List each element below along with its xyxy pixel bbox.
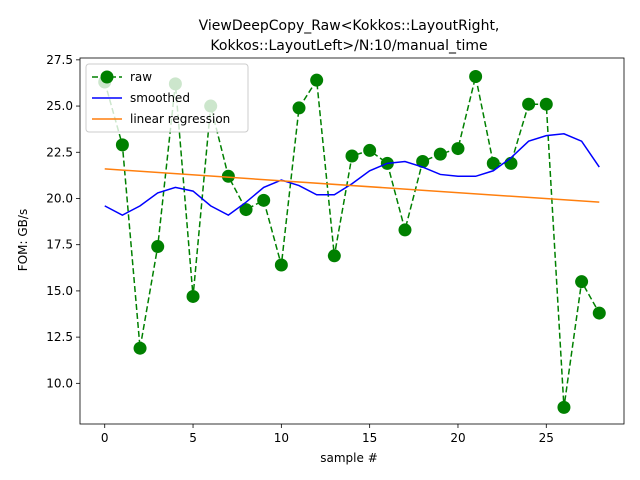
y-axis-label: FOM: GB/s [16,209,30,271]
chart-title-line-1: ViewDeepCopy_Raw<Kokkos::LayoutRight, [199,18,500,34]
data-point-raw-14 [345,149,359,163]
legend-box [85,63,249,133]
x-tick-label: 25 [539,431,554,445]
axes-frame [79,57,625,425]
series-line-smoothed [104,133,600,217]
legend-marker-raw [100,70,114,84]
y-tick-label: 20.0 [46,191,73,205]
y-tick-label: 22.5 [46,145,73,159]
y-tick-label: 27.5 [46,53,73,67]
x-tick-label: 15 [362,431,377,445]
data-point-raw-28 [592,306,606,320]
data-point-raw-3 [151,240,165,254]
data-point-raw-19 [433,147,447,161]
data-point-raw-12 [310,73,324,87]
data-point-raw-2 [133,341,147,355]
data-point-raw-8 [239,203,253,217]
series-line-linear-regression [104,168,600,203]
x-tick-label: 10 [274,431,289,445]
data-point-raw-10 [274,258,288,272]
data-point-raw-23 [504,156,518,170]
data-point-raw-21 [469,69,483,83]
legend-label-raw: raw [130,70,152,84]
legend-label-smoothed: smoothed [130,91,190,105]
data-point-raw-22 [486,156,500,170]
data-point-raw-15 [363,143,377,157]
data-point-raw-18 [416,155,430,169]
data-point-raw-26 [557,400,571,414]
data-point-raw-20 [451,142,465,156]
axes: 0 5 10 15 20 25 10.0 12.5 15.0 17.5 20.0 22.5 25.0 27… [46,53,625,445]
data-point-raw-27 [575,275,589,289]
data-point-raw-11 [292,101,306,115]
x-tick-label: 20 [450,431,465,445]
data-point-raw-1 [115,138,129,152]
legend-label-linear-regression: linear regression [130,112,230,126]
y-tick-label: 10.0 [46,376,73,390]
y-tick-label: 17.5 [46,238,73,252]
data-point-raw-9 [257,193,271,207]
y-tick-label: 15.0 [46,284,73,298]
data-point-raw-24 [522,97,536,111]
legend: raw smoothed linear regression [85,63,249,133]
x-tick-label: 5 [189,431,197,445]
x-axis-label: sample # [320,451,378,465]
y-tick-label: 25.0 [46,99,73,113]
y-tick-label: 12.5 [46,330,73,344]
data-point-raw-13 [327,249,341,263]
data-point-raw-7 [221,169,235,183]
data-point-raw-25 [539,97,553,111]
data-point-raw-5 [186,289,200,303]
chart-title-line-2: Kokkos::LayoutLeft>/N:10/manual_time [210,38,487,54]
x-tick-label: 0 [101,431,109,445]
data-point-raw-17 [398,223,412,237]
